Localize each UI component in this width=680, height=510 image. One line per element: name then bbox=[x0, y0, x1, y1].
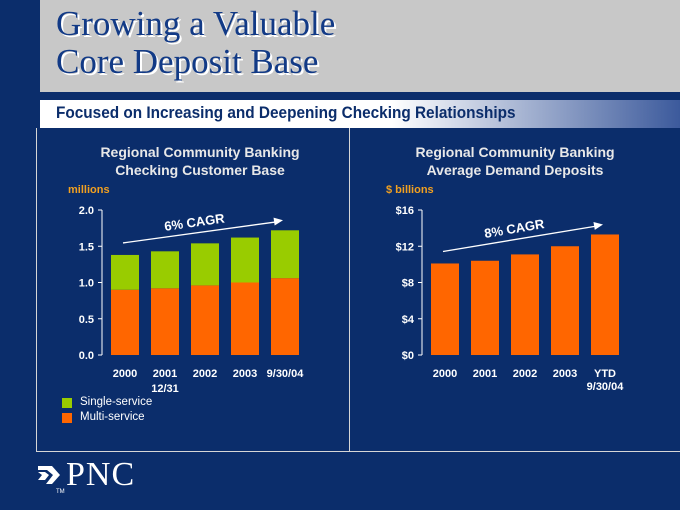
left-x-tick-label: 2003 bbox=[233, 368, 257, 380]
pnc-logo-icon bbox=[38, 466, 60, 484]
left-bar-multi-0 bbox=[111, 289, 139, 355]
left-bar-multi-1 bbox=[151, 288, 179, 355]
right-y-tick-label: $4 bbox=[402, 314, 415, 326]
left-bar-single-4 bbox=[271, 230, 299, 279]
left-y-tick-label: 1.0 bbox=[79, 278, 94, 290]
left-bar-single-1 bbox=[151, 251, 179, 289]
demand-deposits-chart: $0 $4 $8 $12 $16 2000 2001 2002 2003 YTD 8% CAGR 9/… bbox=[396, 205, 625, 393]
slide-subtitle: Focused on Increasing and Deepening Chec… bbox=[56, 104, 516, 122]
right-x-tick-label: 2003 bbox=[553, 368, 577, 380]
left-chart-title: Regional Community Banking Checking Cust… bbox=[70, 143, 330, 179]
right-bar-2 bbox=[511, 254, 539, 355]
right-y-tick-label: $8 bbox=[402, 278, 414, 290]
right-cagr-label: 8% CAGR bbox=[483, 216, 546, 241]
left-unit-label: millions bbox=[68, 184, 110, 196]
right-x-tick-label: 2000 bbox=[433, 368, 457, 380]
slide-title-line1: Growing a Valuable bbox=[56, 4, 336, 43]
legend-swatch-multi-service bbox=[62, 413, 72, 423]
right-chart-title-line1: Regional Community Banking bbox=[415, 144, 615, 160]
left-bar-multi-4 bbox=[271, 278, 299, 355]
brand-wordmark: PNC bbox=[66, 456, 136, 493]
right-cagr-arrow-line bbox=[442, 225, 598, 253]
right-chart-title-line2: Average Demand Deposits bbox=[426, 162, 604, 178]
right-y-tick-label: $0 bbox=[402, 350, 414, 362]
legend-label-single-service: Single-service bbox=[80, 396, 153, 408]
slide-title-line2: Core Deposit Base bbox=[56, 42, 319, 81]
right-bar-0 bbox=[431, 263, 459, 355]
left-y-tick-label: 0.0 bbox=[79, 350, 94, 362]
frame-line-bottom bbox=[36, 451, 680, 452]
right-bar-4 bbox=[591, 234, 619, 355]
right-unit-label: $ billions bbox=[386, 184, 434, 196]
right-bar-1 bbox=[471, 260, 499, 355]
legend-label-multi-service: Multi-service bbox=[80, 411, 145, 423]
right-x-tick-label: 2002 bbox=[513, 368, 537, 380]
left-bar-multi-2 bbox=[191, 285, 219, 355]
right-bar-3 bbox=[551, 246, 579, 355]
left-y-tick-label: 2.0 bbox=[79, 205, 94, 217]
right-x-sub-label: 9/30/04 bbox=[587, 381, 625, 393]
brand-trademark: TM bbox=[56, 489, 65, 495]
left-x-tick-label: 2001 bbox=[153, 368, 177, 380]
left-bar-single-3 bbox=[231, 237, 259, 283]
right-y-tick-label: $12 bbox=[396, 241, 414, 253]
left-x-sub-note: 12/31 bbox=[151, 383, 179, 395]
left-y-tick-label: 1.5 bbox=[79, 241, 94, 253]
right-y-tick-label: $16 bbox=[396, 205, 414, 217]
left-x-tick-label: 2002 bbox=[193, 368, 217, 380]
title-band bbox=[40, 0, 680, 92]
left-x-tick-label: 2000 bbox=[113, 368, 137, 380]
left-chart-title-line2: Checking Customer Base bbox=[115, 162, 285, 178]
right-x-tick-label: 2001 bbox=[473, 368, 497, 380]
left-bar-single-0 bbox=[111, 254, 139, 290]
left-x-tick-label: 9/30/04 bbox=[267, 368, 305, 380]
frame-line-left bbox=[36, 128, 37, 452]
right-cagr-arrow-head bbox=[593, 222, 603, 230]
legend-swatch-single-service bbox=[62, 398, 72, 408]
left-bar-multi-3 bbox=[231, 282, 259, 355]
left-bar-single-2 bbox=[191, 243, 219, 286]
subtitle-band bbox=[40, 100, 680, 128]
left-cagr-arrow-line bbox=[122, 221, 278, 244]
left-y-tick-label: 0.5 bbox=[79, 314, 94, 326]
title-left-strip bbox=[0, 0, 40, 92]
right-chart-title: Regional Community Banking Average Deman… bbox=[385, 143, 645, 179]
left-cagr-arrow-head bbox=[273, 217, 283, 226]
right-x-tick-label: YTD bbox=[594, 368, 616, 380]
frame-line-divider bbox=[349, 128, 350, 452]
left-chart-title-line1: Regional Community Banking bbox=[100, 144, 300, 160]
